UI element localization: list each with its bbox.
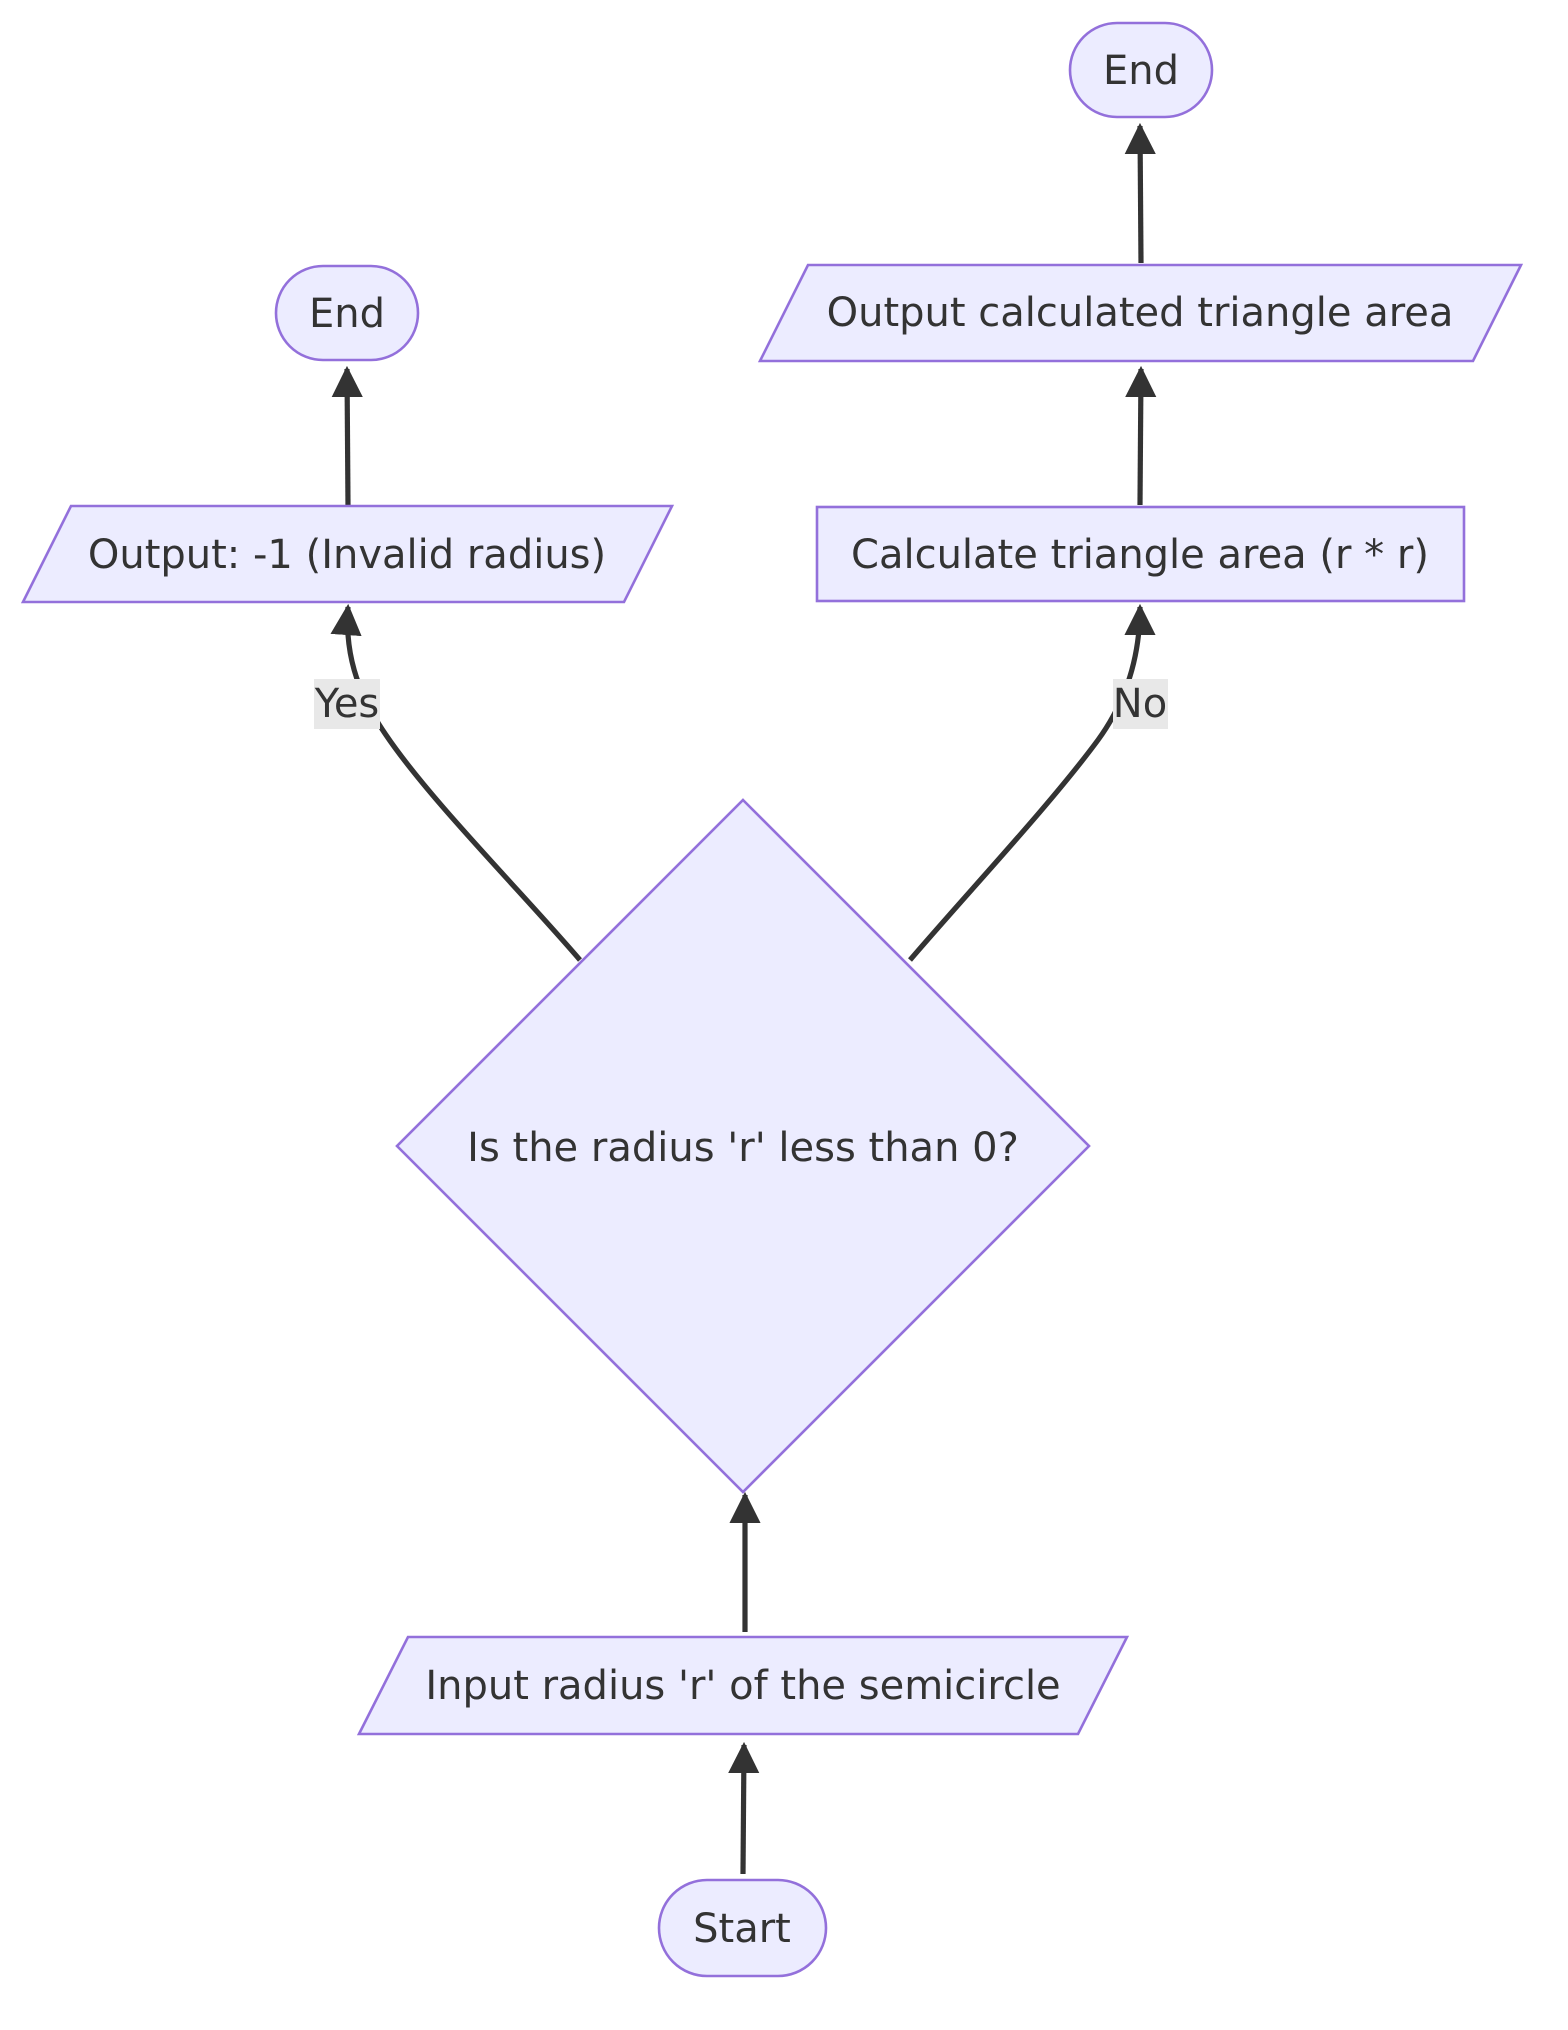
- node-decision-label: Is the radius 'r' less than 0?: [467, 1125, 1019, 1171]
- node-output-area: Output calculated triangle area: [757, 263, 1524, 363]
- node-decision: Is the radius 'r' less than 0?: [395, 798, 1091, 1494]
- node-end-left-label: End: [309, 291, 385, 337]
- node-end-left: End: [274, 264, 420, 362]
- edge-decision-to-calculate: [908, 603, 1156, 962]
- node-calculate-label: Calculate triangle area (r * r): [851, 532, 1429, 578]
- edge-start-to-input: [728, 1741, 760, 1875]
- edge-decision-to-output-invalid: [330, 603, 582, 962]
- edge-label-yes: Yes: [314, 679, 380, 729]
- node-output-invalid-label: Output: -1 (Invalid radius): [88, 532, 606, 578]
- node-calculate: Calculate triangle area (r * r): [815, 505, 1466, 603]
- node-output-invalid: Output: -1 (Invalid radius): [20, 504, 675, 604]
- node-input-label: Input radius 'r' of the semicircle: [425, 1663, 1060, 1709]
- edge-output-area-to-end-right: [1124, 122, 1156, 264]
- node-start-label: Start: [693, 1906, 791, 1952]
- edge-label-no: No: [1113, 679, 1168, 729]
- edge-output-invalid-to-end-left: [331, 365, 363, 506]
- edge-calculate-to-output-area: [1125, 365, 1157, 506]
- node-output-area-label: Output calculated triangle area: [827, 290, 1454, 336]
- edge-label-no-text: No: [1113, 681, 1167, 727]
- node-input: Input radius 'r' of the semicircle: [356, 1635, 1130, 1736]
- node-start: Start: [657, 1878, 828, 1978]
- node-end-right: End: [1068, 21, 1214, 119]
- node-end-right-label: End: [1103, 48, 1179, 94]
- edge-label-yes-text: Yes: [314, 681, 380, 727]
